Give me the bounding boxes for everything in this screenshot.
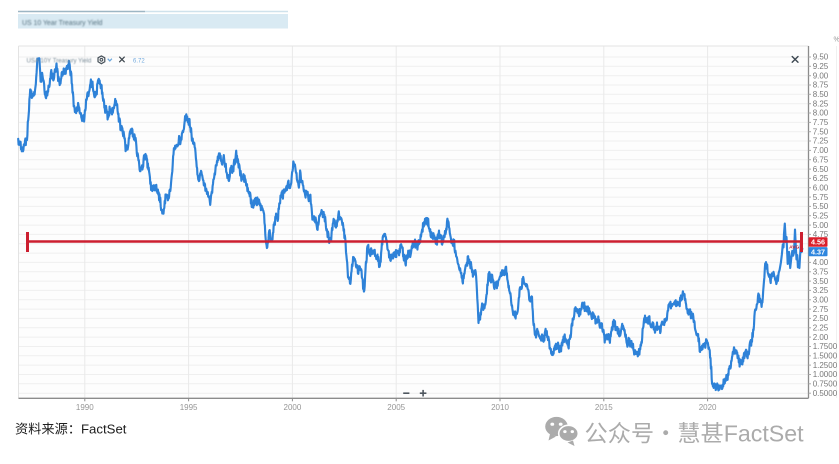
svg-text:9.00: 9.00 bbox=[813, 71, 829, 80]
svg-text:4.00: 4.00 bbox=[813, 258, 829, 267]
svg-text:3.75: 3.75 bbox=[813, 268, 829, 277]
svg-text:5.50: 5.50 bbox=[813, 202, 829, 211]
svg-text:5.25: 5.25 bbox=[813, 211, 829, 220]
svg-text:4.37: 4.37 bbox=[811, 247, 825, 256]
svg-text:2010: 2010 bbox=[491, 403, 509, 412]
svg-text:6.50: 6.50 bbox=[813, 165, 829, 174]
svg-text:AVG: AVG bbox=[789, 245, 799, 251]
svg-text:6.72: 6.72 bbox=[133, 59, 145, 65]
svg-text:9.25: 9.25 bbox=[813, 62, 829, 71]
svg-text:1990: 1990 bbox=[76, 403, 94, 412]
svg-text:6.25: 6.25 bbox=[813, 174, 829, 183]
svg-text:4.56: 4.56 bbox=[811, 238, 825, 247]
svg-text:6.75: 6.75 bbox=[813, 155, 829, 164]
svg-text:FactSet: FactSet bbox=[81, 422, 127, 437]
svg-text:2.00: 2.00 bbox=[813, 333, 829, 342]
svg-text:6.00: 6.00 bbox=[813, 183, 829, 192]
svg-text:3.50: 3.50 bbox=[813, 277, 829, 286]
svg-text:1995: 1995 bbox=[180, 403, 198, 412]
svg-text:9.50: 9.50 bbox=[813, 53, 829, 62]
svg-text:2.25: 2.25 bbox=[813, 324, 829, 333]
svg-text:1.2500: 1.2500 bbox=[813, 361, 838, 370]
svg-text:3.25: 3.25 bbox=[813, 286, 829, 295]
svg-text:7.75: 7.75 bbox=[813, 118, 829, 127]
svg-text:5.00: 5.00 bbox=[813, 221, 829, 230]
svg-text:7.25: 7.25 bbox=[813, 137, 829, 146]
svg-text:7.50: 7.50 bbox=[813, 127, 829, 136]
svg-text:2.75: 2.75 bbox=[813, 305, 829, 314]
svg-text:3.00: 3.00 bbox=[813, 296, 829, 305]
svg-text:FactSet: FactSet bbox=[724, 421, 804, 447]
svg-text:4.75: 4.75 bbox=[813, 230, 829, 239]
svg-text:8.75: 8.75 bbox=[813, 81, 829, 90]
svg-text:%: % bbox=[834, 37, 839, 44]
svg-text:0.7500: 0.7500 bbox=[813, 380, 838, 389]
svg-text:0.5000: 0.5000 bbox=[813, 389, 838, 398]
svg-text:USA 10Y Treasury Yield: USA 10Y Treasury Yield bbox=[27, 57, 92, 64]
svg-text:2000: 2000 bbox=[284, 403, 302, 412]
svg-text:2005: 2005 bbox=[387, 403, 405, 412]
svg-text:8.50: 8.50 bbox=[813, 90, 829, 99]
svg-text:2.50: 2.50 bbox=[813, 314, 829, 323]
svg-text:1.5000: 1.5000 bbox=[813, 352, 838, 361]
svg-text:1.7500: 1.7500 bbox=[813, 342, 838, 351]
svg-text:5.75: 5.75 bbox=[813, 193, 829, 202]
svg-text:US 10 Year Treasury Yield: US 10 Year Treasury Yield bbox=[22, 20, 103, 27]
svg-text:2020: 2020 bbox=[699, 403, 717, 412]
svg-text:8.00: 8.00 bbox=[813, 109, 829, 118]
svg-text:1.0000: 1.0000 bbox=[813, 370, 838, 379]
svg-text:7.00: 7.00 bbox=[813, 146, 829, 155]
svg-text:2015: 2015 bbox=[595, 403, 613, 412]
svg-text:8.25: 8.25 bbox=[813, 99, 829, 108]
